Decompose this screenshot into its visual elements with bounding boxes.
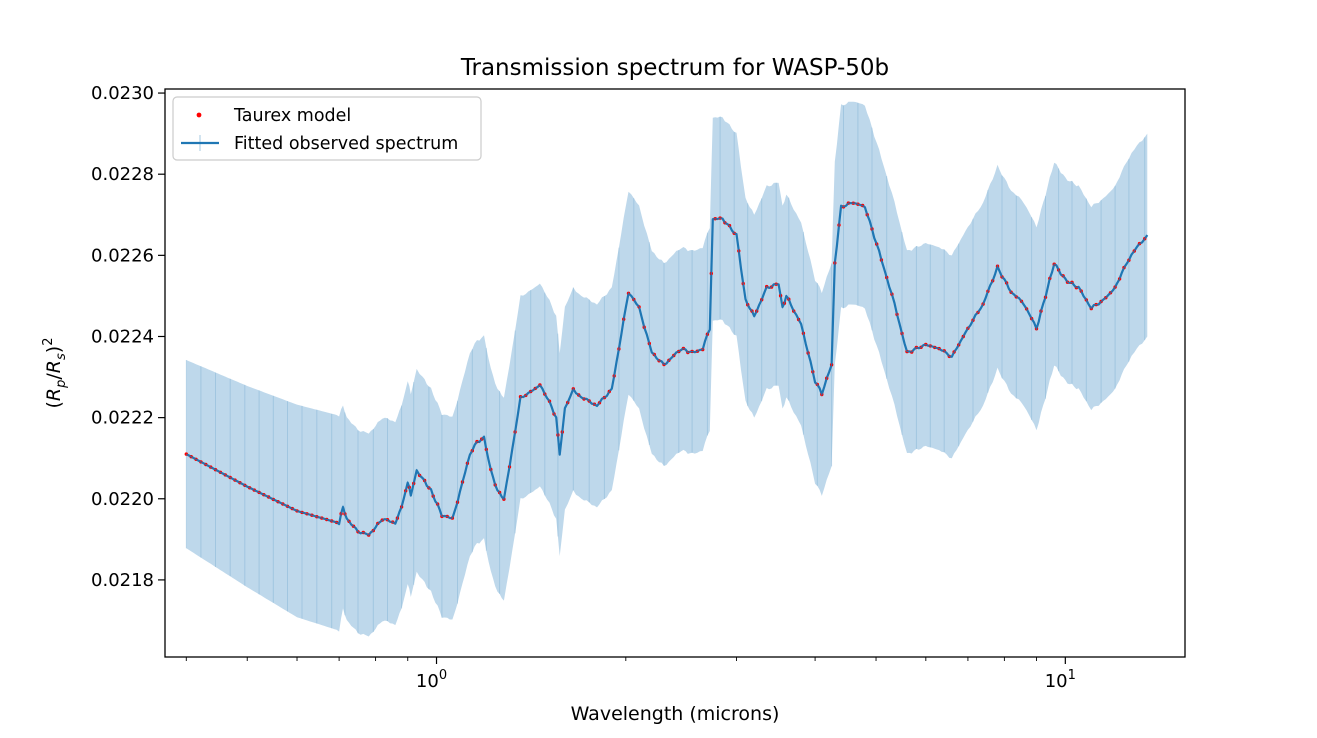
legend-model-label: Taurex model xyxy=(233,106,351,126)
plot-frame xyxy=(164,88,1186,658)
y-tick-label: 0.0220 xyxy=(91,489,154,510)
legend-spectrum-label: Fitted observed spectrum xyxy=(234,134,458,154)
legend: Taurex model Fitted observed spectrum xyxy=(172,96,482,161)
error-band-layer xyxy=(186,101,1148,637)
chart-title: Transmission spectrum for WASP-50b xyxy=(460,55,889,81)
x-tick-label: 101 xyxy=(1045,668,1076,692)
legend-model-marker xyxy=(196,112,202,118)
y-tick-label: 0.0218 xyxy=(91,570,154,591)
legend-box xyxy=(172,96,482,161)
y-tick-label: 0.0224 xyxy=(91,326,154,347)
y-tick-label: 0.0230 xyxy=(91,83,154,104)
x-tick-label: 100 xyxy=(416,668,447,692)
y-axis-ticks: 0.0218 0.0220 0.0222 0.0224 0.0226 0.0228 0.02… xyxy=(91,83,165,591)
spectrum-line-overlay xyxy=(186,202,1148,536)
error-band xyxy=(186,101,1148,637)
model-point-layer xyxy=(184,201,1148,537)
x-axis-label: Wavelength (microns) xyxy=(571,703,780,725)
x-axis-ticks: 100 101 xyxy=(185,657,1076,692)
y-tick-label: 0.0222 xyxy=(91,408,154,429)
y-tick-label: 0.0228 xyxy=(91,164,154,185)
y-axis-label: (Rp/Rs)2 xyxy=(41,338,69,409)
y-tick-label: 0.0226 xyxy=(91,245,154,266)
